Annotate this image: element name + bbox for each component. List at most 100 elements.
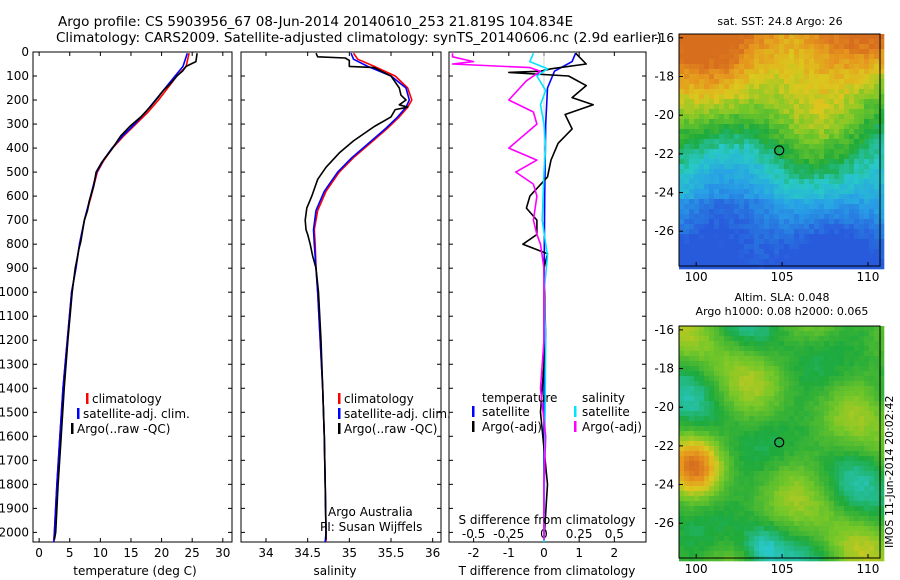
heatmap-cell	[879, 516, 885, 522]
heatmap-cell	[769, 421, 775, 427]
heatmap-cell	[874, 54, 880, 60]
heatmap-cell	[804, 341, 810, 347]
heatmap-cell	[724, 179, 730, 185]
heatmap-cell	[764, 416, 770, 422]
heatmap-cell	[749, 139, 755, 145]
heatmap-cell	[729, 124, 735, 130]
heatmap-cell	[834, 144, 840, 150]
heatmap-cell	[854, 234, 860, 240]
heatmap-cell	[859, 401, 865, 407]
heatmap-cell	[839, 154, 845, 160]
heatmap-cell	[724, 386, 730, 392]
heatmap-cell	[694, 406, 700, 412]
heatmap-cell	[729, 74, 735, 80]
heatmap-cell	[834, 466, 840, 472]
heatmap-cell	[879, 154, 885, 160]
heatmap-cell	[754, 556, 760, 562]
heatmap-cell	[684, 541, 690, 547]
heatmap-cell	[859, 476, 865, 482]
title-line-2: Climatology: CARS2009. Satellite-adjuste…	[56, 30, 662, 46]
heatmap-cell	[784, 59, 790, 65]
heatmap-cell	[824, 326, 830, 332]
heatmap-cell	[719, 346, 725, 352]
heatmap-cell	[794, 109, 800, 115]
heatmap-cell	[744, 199, 750, 205]
heatmap-cell	[769, 531, 775, 537]
heatmap-cell	[879, 436, 885, 442]
heatmap-cell	[844, 476, 850, 482]
heatmap-cell	[779, 466, 785, 472]
heatmap-cell	[849, 431, 855, 437]
heatmap-cell	[789, 134, 795, 140]
heatmap-cell	[779, 229, 785, 235]
heatmap-cell	[739, 421, 745, 427]
heatmap-cell	[794, 466, 800, 472]
heatmap-cell	[719, 179, 725, 185]
heatmap-cell	[799, 446, 805, 452]
heatmap-cell	[764, 254, 770, 260]
heatmap-cell	[754, 99, 760, 105]
heatmap-cell	[864, 326, 870, 332]
heatmap-cell	[729, 229, 735, 235]
heatmap-cell	[804, 446, 810, 452]
heatmap-cell	[789, 39, 795, 45]
heatmap-cell	[709, 406, 715, 412]
heatmap-cell	[759, 341, 765, 347]
heatmap-cell	[839, 431, 845, 437]
heatmap-cell	[759, 154, 765, 160]
heatmap-cell	[829, 531, 835, 537]
heatmap-cell	[809, 386, 815, 392]
heatmap-cell	[789, 59, 795, 65]
heatmap-cell	[769, 259, 775, 265]
heatmap-cell	[779, 391, 785, 397]
heatmap-cell	[809, 381, 815, 387]
heatmap-cell	[794, 406, 800, 412]
heatmap-cell	[819, 159, 825, 165]
heatmap-cell	[739, 119, 745, 125]
heatmap-cell	[769, 526, 775, 532]
heatmap-cell	[859, 89, 865, 95]
heatmap-cell	[799, 99, 805, 105]
heatmap-cell	[794, 84, 800, 90]
heatmap-cell	[724, 506, 730, 512]
heatmap-cell	[719, 194, 725, 200]
heatmap-cell	[769, 149, 775, 155]
heatmap-cell	[719, 209, 725, 215]
heatmap-cell	[804, 104, 810, 110]
heatmap-cell	[809, 199, 815, 205]
heatmap-cell	[849, 104, 855, 110]
heatmap-cell	[729, 451, 735, 457]
heatmap-cell	[754, 461, 760, 467]
heatmap-cell	[759, 496, 765, 502]
heatmap-cell	[744, 229, 750, 235]
heatmap-cell	[829, 421, 835, 427]
heatmap-cell	[854, 341, 860, 347]
heatmap-cell	[754, 84, 760, 90]
heatmap-cell	[789, 426, 795, 432]
heatmap-cell	[839, 426, 845, 432]
heatmap-cell	[694, 39, 700, 45]
heatmap-cell	[729, 331, 735, 337]
heatmap-cell	[789, 531, 795, 537]
heatmap-cell	[849, 114, 855, 120]
heatmap-cell	[789, 94, 795, 100]
heatmap-cell	[804, 139, 810, 145]
heatmap-cell	[734, 174, 740, 180]
heatmap-cell	[874, 189, 880, 195]
heatmap-cell	[814, 526, 820, 532]
heatmap-cell	[834, 244, 840, 250]
heatmap-cell	[694, 129, 700, 135]
heatmap-cell	[719, 144, 725, 150]
heatmap-cell	[799, 129, 805, 135]
heatmap-cell	[784, 526, 790, 532]
heatmap-cell	[724, 144, 730, 150]
heatmap-cell	[859, 521, 865, 527]
legend-label-t-argo: Argo(-adj)	[482, 420, 542, 434]
heatmap-cell	[854, 481, 860, 487]
heatmap-cell	[714, 109, 720, 115]
heatmap-cell	[804, 164, 810, 170]
heatmap-cell	[829, 501, 835, 507]
heatmap-cell	[864, 421, 870, 427]
s-tick-label: -0.5	[462, 527, 485, 541]
heatmap-cell	[879, 209, 885, 215]
